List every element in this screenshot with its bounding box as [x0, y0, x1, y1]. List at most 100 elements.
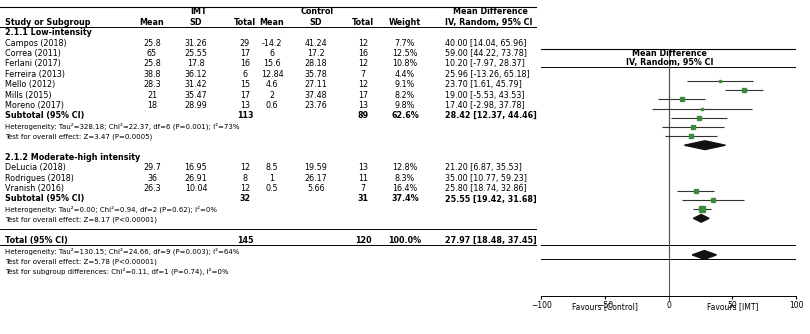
Text: 8.3%: 8.3% — [395, 174, 415, 183]
Text: Study or Subgroup: Study or Subgroup — [5, 18, 91, 27]
Text: 89: 89 — [357, 111, 369, 120]
Text: 8: 8 — [242, 174, 248, 183]
Text: 145: 145 — [237, 236, 254, 245]
Text: 31.26: 31.26 — [185, 38, 207, 47]
Text: 2.1.2 Moderate-high intensity: 2.1.2 Moderate-high intensity — [5, 153, 140, 162]
Text: 10.8%: 10.8% — [392, 59, 418, 68]
Text: 13: 13 — [358, 101, 368, 110]
Text: 12: 12 — [240, 184, 250, 193]
Text: 41.24: 41.24 — [305, 38, 327, 47]
Text: 59.00 [44.22, 73.78]: 59.00 [44.22, 73.78] — [445, 49, 527, 58]
Text: Ferreira (2013): Ferreira (2013) — [5, 70, 65, 79]
Text: 29.7: 29.7 — [143, 163, 161, 172]
Text: Mean: Mean — [260, 18, 284, 27]
Text: 29: 29 — [240, 38, 250, 47]
Text: 7: 7 — [360, 70, 365, 79]
Text: 26.3: 26.3 — [143, 184, 161, 193]
Text: 37.4%: 37.4% — [391, 194, 419, 203]
Text: -14.2: -14.2 — [262, 38, 282, 47]
Text: 16: 16 — [358, 49, 368, 58]
Text: 12: 12 — [240, 163, 250, 172]
Text: 4.4%: 4.4% — [395, 70, 415, 79]
Text: 35.78: 35.78 — [305, 70, 327, 79]
Text: 4.6: 4.6 — [266, 80, 279, 89]
Text: 25.8: 25.8 — [143, 38, 161, 47]
Text: 65: 65 — [147, 49, 157, 58]
Text: 25.55: 25.55 — [185, 49, 207, 58]
Text: 38.8: 38.8 — [143, 70, 160, 79]
Text: 9.8%: 9.8% — [394, 101, 416, 110]
Text: 12: 12 — [358, 59, 368, 68]
Text: 19.59: 19.59 — [305, 163, 327, 172]
Text: 28.42 [12.37, 44.46]: 28.42 [12.37, 44.46] — [445, 111, 537, 120]
Text: 16.95: 16.95 — [185, 163, 207, 172]
Text: 15.6: 15.6 — [263, 59, 281, 68]
Text: 17.8: 17.8 — [187, 59, 205, 68]
Text: 19.00 [-5.53, 43.53]: 19.00 [-5.53, 43.53] — [445, 91, 525, 100]
Text: Mean Difference: Mean Difference — [453, 7, 528, 16]
Text: 23.76: 23.76 — [305, 101, 327, 110]
Text: 12: 12 — [358, 38, 368, 47]
Text: 2.1.1 Low-intensity: 2.1.1 Low-intensity — [5, 28, 92, 37]
Text: 17: 17 — [240, 49, 250, 58]
Text: 17: 17 — [240, 91, 250, 100]
Text: IMT: IMT — [190, 7, 207, 16]
Text: 13: 13 — [240, 101, 250, 110]
Text: 18: 18 — [147, 101, 157, 110]
Text: 16.4%: 16.4% — [392, 184, 418, 193]
Text: Favours [Control]: Favours [Control] — [572, 302, 637, 311]
Text: 62.6%: 62.6% — [391, 111, 419, 120]
Text: 10.20 [-7.97, 28.37]: 10.20 [-7.97, 28.37] — [445, 59, 525, 68]
Text: Total: Total — [352, 18, 374, 27]
Text: 0.5: 0.5 — [266, 184, 279, 193]
Text: Test for overall effect: Z=8.17 (P<0.00001): Test for overall effect: Z=8.17 (P<0.000… — [5, 216, 157, 223]
Text: 40.00 [14.04, 65.96]: 40.00 [14.04, 65.96] — [445, 38, 526, 47]
Text: 6: 6 — [242, 70, 248, 79]
Text: 28.99: 28.99 — [185, 101, 207, 110]
Text: 8.2%: 8.2% — [394, 91, 416, 100]
Text: 21.20 [6.87, 35.53]: 21.20 [6.87, 35.53] — [445, 163, 522, 172]
Text: 26.91: 26.91 — [185, 174, 207, 183]
Text: 11: 11 — [358, 174, 368, 183]
Text: 17.40 [-2.98, 37.78]: 17.40 [-2.98, 37.78] — [445, 101, 525, 110]
Text: 35.47: 35.47 — [185, 91, 207, 100]
Text: Test for overall effect: Z=5.78 (P<0.00001): Test for overall effect: Z=5.78 (P<0.000… — [5, 258, 157, 265]
Text: SD: SD — [190, 18, 202, 27]
Text: 31: 31 — [357, 194, 369, 203]
Text: 15: 15 — [240, 80, 250, 89]
Text: 1: 1 — [270, 174, 275, 183]
Text: Mills (2015): Mills (2015) — [5, 91, 52, 100]
Text: Ferlani (2017): Ferlani (2017) — [5, 59, 61, 68]
Text: 27.97 [18.48, 37.45]: 27.97 [18.48, 37.45] — [445, 236, 537, 245]
Text: 17.2: 17.2 — [307, 49, 325, 58]
Text: Favours [IMT]: Favours [IMT] — [706, 302, 758, 311]
Text: 7: 7 — [360, 184, 365, 193]
Text: 32: 32 — [240, 194, 250, 203]
Text: 7.7%: 7.7% — [394, 38, 416, 47]
Text: 31.42: 31.42 — [185, 80, 207, 89]
Text: 12.8%: 12.8% — [392, 163, 418, 172]
Text: 27.11: 27.11 — [305, 80, 327, 89]
Polygon shape — [693, 214, 709, 222]
Text: 36: 36 — [147, 174, 157, 183]
Text: Correa (2011): Correa (2011) — [5, 49, 61, 58]
Text: SD: SD — [309, 18, 322, 27]
Text: 9.1%: 9.1% — [394, 80, 416, 89]
Text: 100.0%: 100.0% — [389, 236, 421, 245]
Text: 25.8: 25.8 — [143, 59, 161, 68]
Text: Mean: Mean — [139, 18, 164, 27]
Text: Heterogeneity: Tau²=130.15; Chi²=24.66, df=9 (P=0.003); I²=64%: Heterogeneity: Tau²=130.15; Chi²=24.66, … — [5, 247, 240, 255]
Text: 37.48: 37.48 — [305, 91, 327, 100]
Text: 120: 120 — [355, 236, 371, 245]
Text: 5.66: 5.66 — [307, 184, 325, 193]
Text: Weight: Weight — [389, 18, 421, 27]
Text: 10.04: 10.04 — [185, 184, 207, 193]
Text: 13: 13 — [358, 163, 368, 172]
Text: 113: 113 — [237, 111, 254, 120]
Text: Control: Control — [301, 7, 334, 16]
Text: 36.12: 36.12 — [185, 70, 207, 79]
Text: Mello (2012): Mello (2012) — [5, 80, 55, 89]
Text: 35.00 [10.77, 59.23]: 35.00 [10.77, 59.23] — [445, 174, 527, 183]
Text: 28.3: 28.3 — [143, 80, 161, 89]
Text: Subtotal (95% CI): Subtotal (95% CI) — [5, 111, 84, 120]
